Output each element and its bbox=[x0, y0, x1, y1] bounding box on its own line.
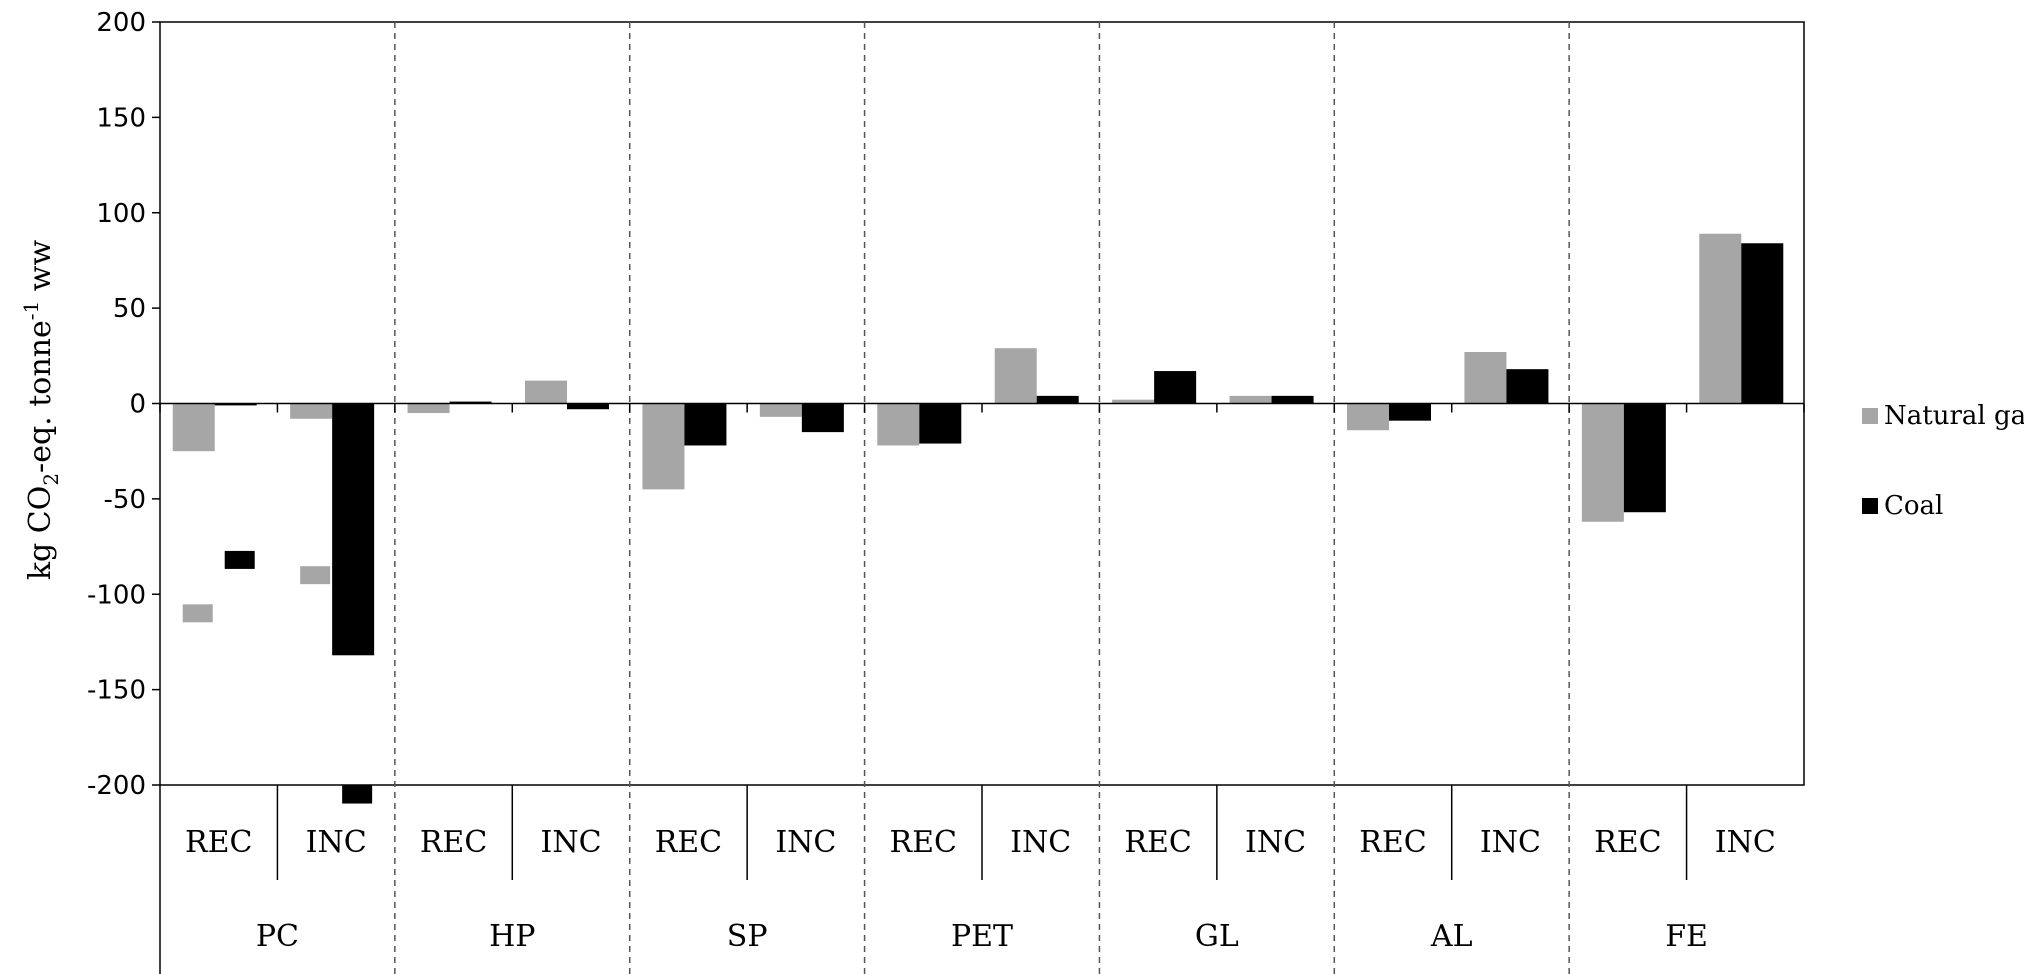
bar-coal-al-inc bbox=[1506, 369, 1549, 404]
y-tick-label: -50 bbox=[104, 485, 146, 515]
bar-coal-fe-inc bbox=[1741, 243, 1784, 404]
bar-coal-sp-rec bbox=[684, 403, 727, 446]
x-category-label: INC bbox=[306, 825, 367, 860]
legend-label-natural-gas: Natural gas bbox=[1884, 401, 2024, 431]
legend-swatch-coal bbox=[1862, 498, 1878, 514]
x-group-label: AL bbox=[1430, 919, 1473, 954]
bar-natural-gas-al-rec bbox=[1347, 403, 1389, 431]
x-category-label: REC bbox=[890, 825, 957, 860]
x-category-label: REC bbox=[420, 825, 487, 860]
marker-coal-pc-inc bbox=[342, 785, 373, 804]
x-category-label: INC bbox=[1715, 825, 1776, 860]
y-tick-label: 100 bbox=[96, 199, 146, 229]
bar-coal-gl-rec bbox=[1154, 371, 1197, 404]
legend-label-coal: Coal bbox=[1884, 491, 1943, 521]
marker-coal-pc-rec bbox=[224, 550, 255, 569]
x-category-label: REC bbox=[655, 825, 722, 860]
y-tick-label: -150 bbox=[87, 676, 146, 706]
bar-coal-pc-inc bbox=[332, 403, 375, 656]
x-category-label: INC bbox=[1480, 825, 1541, 860]
bar-natural-gas-gl-inc bbox=[1229, 395, 1272, 404]
x-category-label: REC bbox=[185, 825, 252, 860]
x-group-label: GL bbox=[1195, 919, 1239, 954]
bar-coal-hp-inc bbox=[567, 403, 609, 410]
x-group-label: FE bbox=[1665, 919, 1708, 954]
y-axis-title: kg CO2-eq. tonne-1 ww bbox=[19, 240, 63, 581]
bar-natural-gas-gl-rec bbox=[1112, 399, 1155, 404]
y-tick-label: 50 bbox=[113, 294, 146, 324]
bar-natural-gas-hp-inc bbox=[525, 380, 567, 404]
bar-natural-gas-sp-inc bbox=[759, 403, 802, 417]
bar-natural-gas-al-inc bbox=[1464, 351, 1507, 404]
x-group-label: HP bbox=[489, 919, 535, 954]
bar-coal-sp-inc bbox=[801, 403, 844, 433]
bar-natural-gas-fe-inc bbox=[1699, 233, 1742, 404]
x-category-label: INC bbox=[540, 825, 601, 860]
legend-swatch-natural-gas bbox=[1862, 408, 1878, 424]
bar-natural-gas-pet-rec bbox=[877, 403, 920, 446]
x-category-label: INC bbox=[1010, 825, 1071, 860]
bar-coal-al-rec bbox=[1389, 403, 1431, 421]
y-tick-label: 0 bbox=[129, 390, 146, 420]
bar-natural-gas-pet-inc bbox=[994, 348, 1037, 404]
bar-natural-gas-sp-rec bbox=[642, 403, 685, 490]
y-tick-label: 150 bbox=[96, 103, 146, 133]
x-group-label: PC bbox=[256, 919, 299, 954]
x-group-label: PET bbox=[951, 919, 1013, 954]
x-category-label: REC bbox=[1594, 825, 1661, 860]
legend: Natural gas Coal bbox=[1862, 401, 2024, 521]
y-tick-label: 200 bbox=[96, 8, 146, 38]
bar-natural-gas-fe-rec bbox=[1581, 403, 1624, 522]
bar-natural-gas-hp-rec bbox=[407, 403, 450, 414]
x-category-label: INC bbox=[1245, 825, 1306, 860]
plot-area bbox=[172, 233, 1784, 804]
x-category-label: INC bbox=[775, 825, 836, 860]
bar-coal-pc-rec bbox=[214, 403, 257, 406]
bar-coal-hp-rec bbox=[449, 401, 492, 404]
x-category-label: REC bbox=[1124, 825, 1191, 860]
y-tick-label: -100 bbox=[87, 580, 146, 610]
bar-coal-pet-rec bbox=[919, 403, 962, 444]
x-category-label: REC bbox=[1359, 825, 1426, 860]
bar-natural-gas-pc-rec bbox=[172, 403, 215, 452]
x-group-label: SP bbox=[727, 919, 768, 954]
bar-coal-fe-rec bbox=[1623, 403, 1666, 513]
bar-natural-gas-pc-inc bbox=[290, 403, 333, 419]
bar-coal-pet-inc bbox=[1036, 395, 1079, 404]
marker-natural-gas-pc-rec bbox=[182, 604, 213, 623]
category-labels: REC INC REC INC REC INC REC INC REC INC REC INC REC I… bbox=[185, 785, 1776, 954]
bar-coal-gl-inc bbox=[1271, 395, 1314, 404]
marker-natural-gas-pc-inc bbox=[300, 566, 331, 585]
y-tick-label: -200 bbox=[87, 771, 146, 801]
